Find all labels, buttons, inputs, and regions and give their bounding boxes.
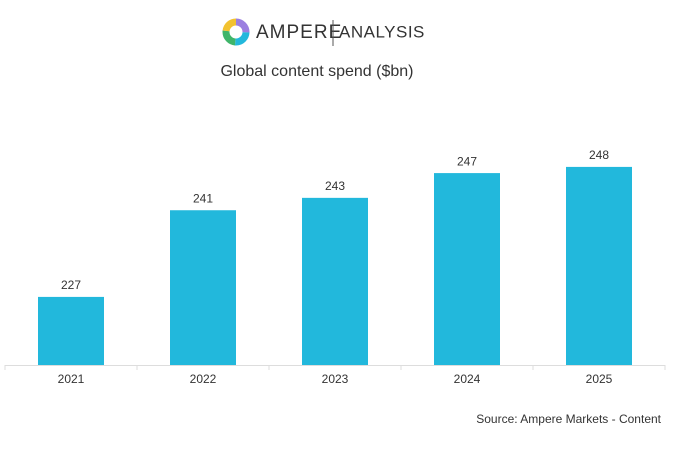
logo-brand: AMPERE [256, 22, 342, 43]
bar [566, 166, 632, 365]
logo-suffix: ANALYSIS [339, 22, 425, 41]
value-label: 241 [193, 191, 213, 205]
x-tick-label: 2025 [586, 372, 613, 386]
value-label: 243 [325, 179, 345, 193]
bar [302, 197, 368, 365]
x-tick-label: 2024 [454, 372, 481, 386]
x-tick-label: 2022 [190, 372, 217, 386]
logo-mark [222, 18, 250, 46]
bar [170, 210, 236, 365]
bar [434, 173, 500, 365]
value-label: 227 [61, 278, 81, 292]
x-tick-label: 2023 [322, 372, 349, 386]
source-note: Source: Ampere Markets - Content [476, 412, 661, 426]
value-label: 248 [589, 148, 609, 162]
bar [38, 296, 104, 365]
x-tick-label: 2021 [58, 372, 85, 386]
chart-title: Global content spend ($bn) [220, 63, 413, 80]
value-label: 247 [457, 154, 477, 168]
